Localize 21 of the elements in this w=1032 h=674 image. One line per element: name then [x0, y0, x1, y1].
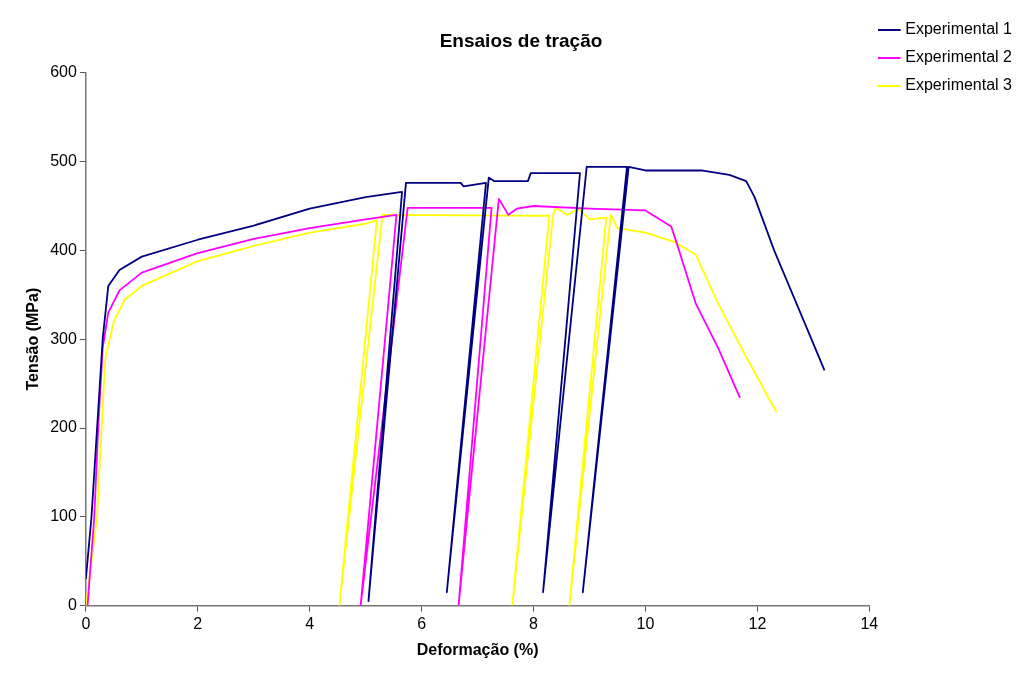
x-tick-label: 10 [636, 614, 655, 632]
legend-label: Experimental 1 [905, 20, 1013, 38]
legend-label: Experimental 3 [905, 76, 1013, 94]
y-tick-label: 200 [50, 418, 77, 436]
x-tick-label: 12 [748, 614, 767, 632]
legend-label: Experimental 2 [905, 48, 1013, 66]
y-tick-label: 300 [50, 329, 77, 347]
x-axis-title: Deformação (%) [416, 640, 539, 658]
x-tick-label: 6 [417, 614, 427, 632]
y-tick-label: 600 [50, 63, 77, 81]
chart-title: Ensaios de tração [439, 29, 603, 51]
x-tick-label: 4 [305, 614, 315, 632]
y-tick-label: 100 [50, 507, 77, 525]
y-tick-label: 400 [50, 240, 77, 258]
y-tick-label: 500 [50, 152, 77, 170]
x-tick-label: 2 [193, 614, 203, 632]
y-axis-title: Tensão (MPa) [24, 287, 42, 391]
x-tick-label: 14 [860, 614, 879, 632]
x-tick-label: 8 [529, 614, 539, 632]
x-tick-label: 0 [81, 614, 91, 632]
y-tick-label: 0 [67, 596, 77, 614]
